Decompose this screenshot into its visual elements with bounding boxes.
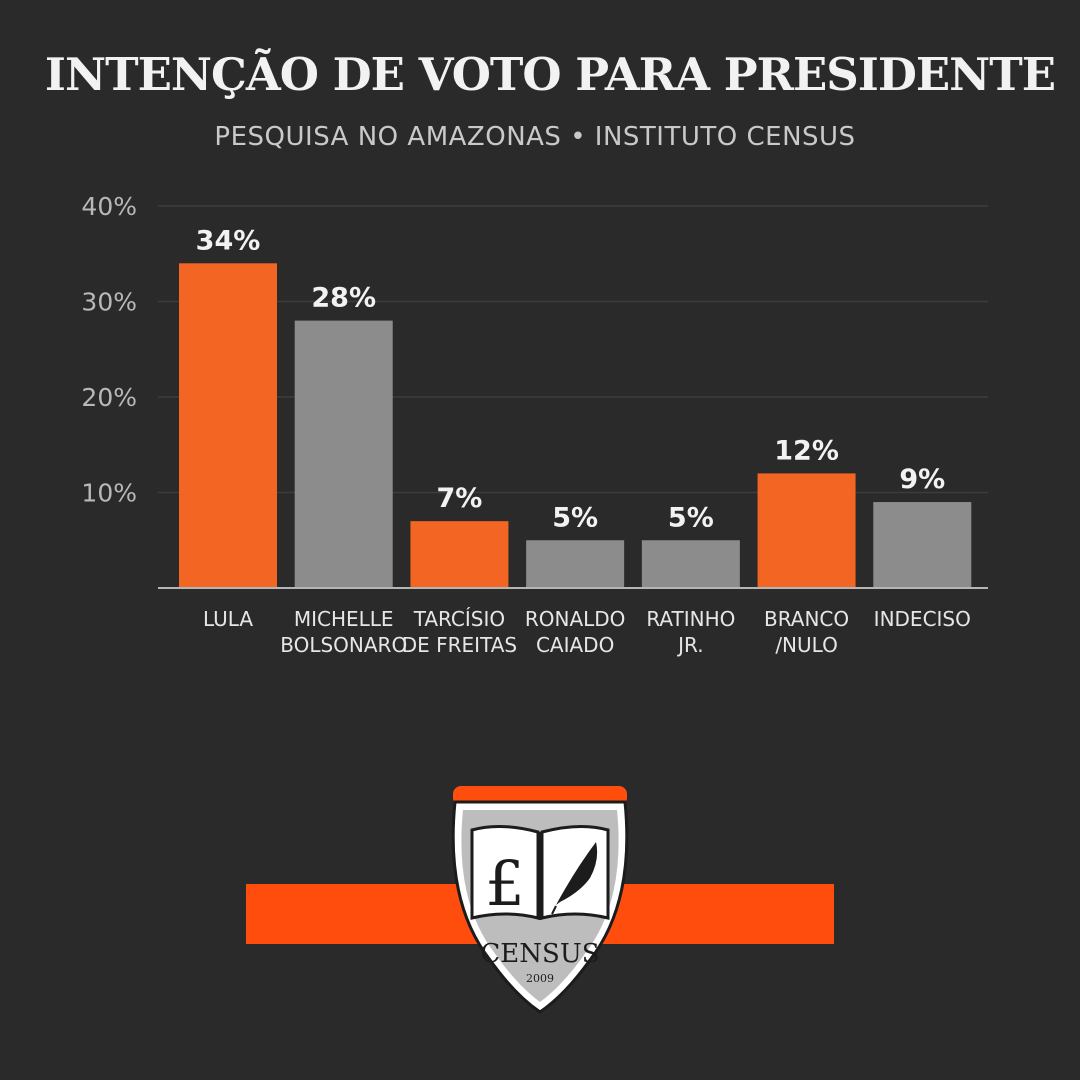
chart-title: INTENÇÃO DE VOTO PARA PRESIDENTE	[44, 48, 1056, 101]
data-label: 12%	[774, 435, 839, 466]
data-label: 28%	[311, 283, 376, 314]
x-tick-label: /NULO	[775, 633, 838, 657]
data-label: 34%	[196, 225, 261, 256]
y-tick-label: 20%	[81, 383, 137, 412]
monogram-icon: £	[485, 847, 524, 920]
logo-banner-bar	[246, 884, 834, 944]
logo-shield	[451, 800, 629, 1014]
y-tick-label: 30%	[81, 288, 137, 317]
x-tick-label: DE FREITAS	[402, 633, 517, 657]
logo-shield-inner	[461, 810, 619, 1002]
x-tick-label: BOLSONARO	[280, 633, 407, 657]
y-tick-label: 40%	[81, 192, 137, 221]
x-tick-label: BRANCO	[764, 607, 849, 631]
data-label: 7%	[437, 483, 483, 514]
x-tick-label: INDECISO	[874, 607, 971, 631]
bar	[410, 521, 509, 588]
data-label: 5%	[668, 502, 714, 533]
bar	[526, 540, 625, 588]
x-tick-label: MICHELLE	[294, 607, 394, 631]
x-tick-label: CAIADO	[536, 633, 614, 657]
book-icon	[470, 824, 610, 920]
bar	[641, 540, 740, 588]
x-tick-label: LULA	[203, 607, 253, 631]
x-tick-label: TARCÍSIO	[413, 607, 505, 631]
data-label: 5%	[552, 502, 598, 533]
data-label: 9%	[899, 464, 945, 495]
bar	[294, 320, 393, 588]
bar	[757, 473, 856, 588]
logo-top-bar	[453, 786, 627, 806]
bar-chart: 10% 20% 30% 40% 34% 28% 7% 5% 5% 12% 9% LULA MICHE…	[81, 192, 988, 657]
quill-icon	[556, 842, 598, 905]
bar	[873, 502, 972, 588]
logo-year: 2009	[526, 972, 554, 985]
logo-name: CENSUS	[480, 939, 599, 969]
chart-subtitle: PESQUISA NO AMAZONAS • INSTITUTO CENSUS	[214, 122, 856, 152]
x-tick-label: RATINHO	[646, 607, 735, 631]
x-tick-label: RONALDO	[525, 607, 626, 631]
x-tick-label: JR.	[676, 633, 703, 657]
bar	[179, 263, 277, 588]
y-tick-label: 10%	[81, 479, 137, 508]
